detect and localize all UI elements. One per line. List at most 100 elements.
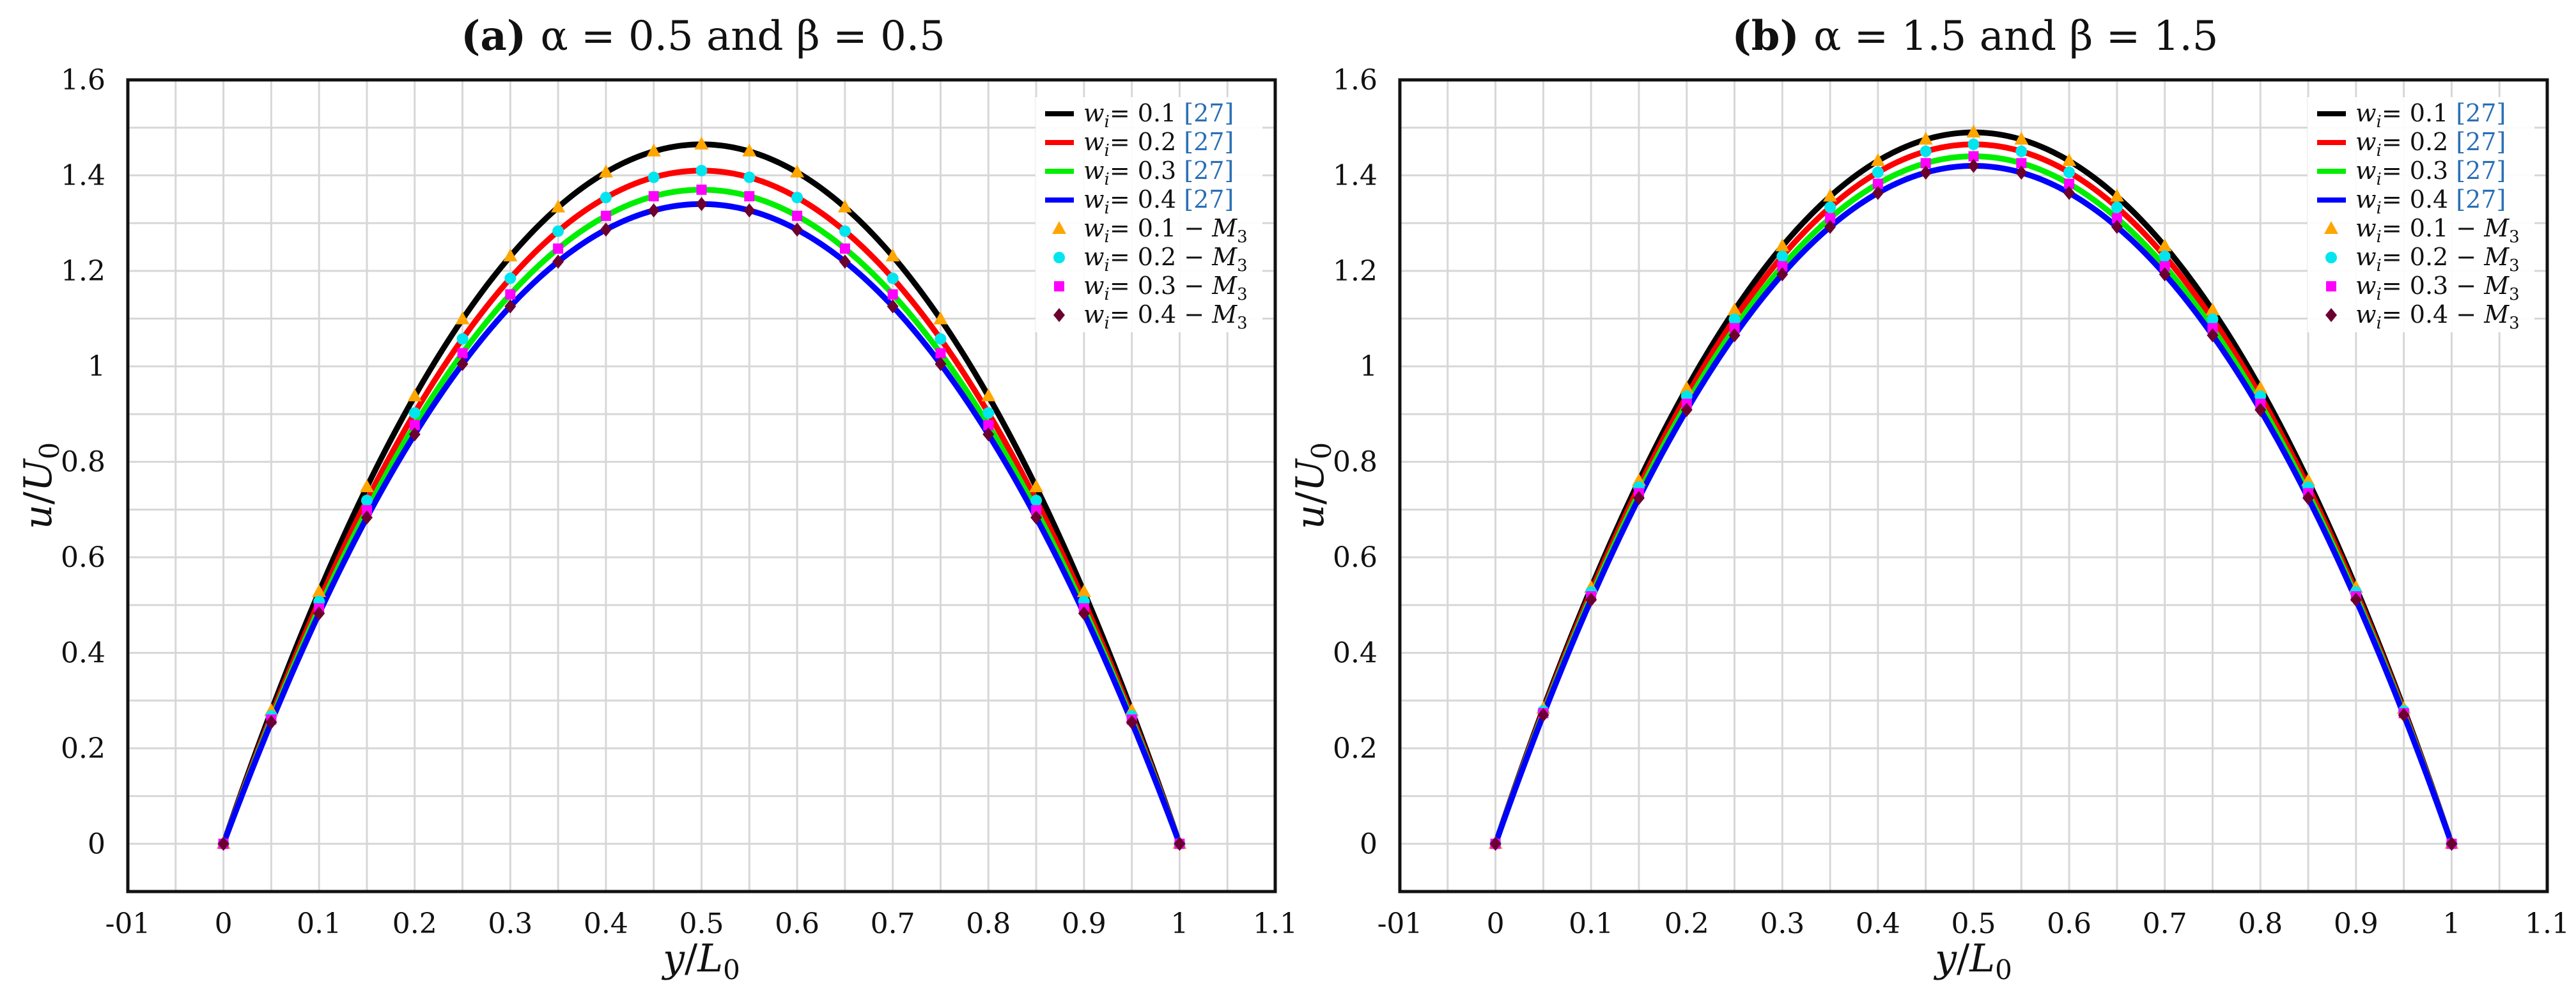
data-point-triangle — [694, 136, 709, 150]
data-point-square — [1825, 213, 1836, 224]
x-tick-label: 0.2 — [1664, 908, 1709, 940]
x-tick-labels: -01 0 0.1 0.2 0.3 0.4 0.5 0.6 0.7 0.8 0.9 1 1.1 — [105, 908, 1298, 940]
data-point-triangle — [407, 388, 422, 401]
legend-box — [1036, 97, 1262, 332]
data-point-diamond — [2111, 219, 2123, 234]
y-tick-label: 0.4 — [61, 637, 105, 669]
data-point-square — [983, 420, 994, 431]
legend-swatch-diamond — [1053, 308, 1065, 322]
data-point-square — [2064, 178, 2075, 189]
legend-entry: wi= 0.4 [27] — [1083, 185, 1234, 218]
y-tick-label: 1 — [1360, 350, 1377, 383]
data-point-diamond — [935, 357, 947, 371]
legend-entry: wi= 0.3 [27] — [1083, 157, 1234, 189]
data-point-triangle — [1029, 479, 1044, 493]
legend-entry: wi= 0.2 − M3 — [1083, 243, 1248, 275]
data-point-circle — [1824, 201, 1836, 213]
legend-swatch-square — [2326, 281, 2336, 291]
data-point-diamond — [1776, 267, 1788, 282]
data-point-square — [505, 289, 516, 300]
legend-entry: wi= 0.4 − M3 — [1083, 300, 1248, 333]
data-point-diamond — [1126, 715, 1138, 730]
data-point-triangle — [2014, 132, 2029, 145]
data-point-diamond — [456, 357, 469, 371]
data-point-diamond — [361, 510, 373, 525]
x-tick-label: 0.1 — [1569, 908, 1613, 940]
legend-entry: wi= 0.2 − M3 — [2355, 243, 2520, 275]
data-point-circle — [695, 164, 708, 176]
data-point-circle — [1728, 313, 1741, 325]
data-point-circle — [504, 272, 516, 284]
data-point-square — [2207, 323, 2218, 334]
plot-frame — [1398, 78, 2549, 893]
data-point-triangle — [1076, 584, 1091, 598]
data-point-diamond — [2015, 166, 2028, 180]
legend: wi= 0.1 [27]wi= 0.2 [27]wi= 0.3 [27]wi= … — [1036, 97, 1262, 333]
chart-title: (b) α = 1.5 and β = 1.5 — [1732, 12, 2218, 60]
x-tick-label: 1 — [1170, 908, 1188, 940]
data-point-square — [409, 420, 420, 431]
data-point-diamond — [1174, 837, 1186, 851]
series-markers — [1488, 125, 2459, 851]
legend-swatch-circle — [2325, 252, 2337, 263]
data-point-diamond — [1030, 510, 1043, 525]
y-tick-label: 1.6 — [61, 64, 105, 97]
x-tick-label: 0.9 — [2334, 908, 2378, 940]
data-point-triangle — [646, 143, 661, 157]
legend-entry: wi= 0.1 − M3 — [2355, 214, 2520, 247]
plot-frame — [126, 78, 1277, 893]
data-point-diamond — [1824, 219, 1836, 234]
x-tick-label: 0.9 — [1062, 908, 1106, 940]
data-point-circle — [648, 171, 660, 183]
data-point-diamond — [1920, 166, 1932, 180]
legend-entry: wi= 0.3 − M3 — [1083, 272, 1248, 304]
data-point-diamond — [408, 427, 421, 442]
data-point-diamond — [2398, 707, 2410, 722]
data-point-diamond — [791, 222, 803, 237]
x-tick-label: 0.5 — [679, 908, 724, 940]
data-point-diamond — [1872, 185, 1884, 200]
chart-title: (a) α = 0.5 and β = 0.5 — [461, 12, 945, 60]
data-point-circle — [408, 407, 421, 419]
data-point-triangle — [885, 248, 900, 261]
data-point-triangle — [598, 164, 613, 178]
y-axis-label: u/U0 — [1288, 442, 1337, 529]
data-point-triangle — [1679, 380, 1694, 394]
legend-swatch-square — [1054, 281, 1064, 291]
data-point-circle — [839, 225, 851, 237]
chart-panel-b: -01 0 0.1 0.2 0.3 0.4 0.5 0.6 0.7 0.8 0.9 1 1.100.20… — [1288, 12, 2570, 985]
y-tick-label: 0.2 — [1333, 732, 1377, 765]
data-point-square — [1968, 151, 1979, 162]
data-point-circle — [2015, 145, 2028, 157]
data-point-triangle — [790, 164, 805, 178]
data-point-triangle — [551, 199, 566, 213]
x-tick-label: 0.6 — [2047, 908, 2091, 940]
y-tick-label: 0 — [88, 828, 105, 860]
legend-swatch-circle — [1053, 252, 1065, 263]
data-point-circle — [2159, 250, 2171, 262]
legend-box — [2308, 97, 2534, 332]
data-point-circle — [600, 192, 612, 204]
data-point-triangle — [503, 248, 518, 261]
data-point-diamond — [1078, 606, 1090, 621]
data-point-diamond — [1680, 403, 1693, 417]
data-point-triangle — [981, 388, 996, 401]
y-tick-label: 0 — [1360, 828, 1377, 860]
data-point-circle — [1872, 166, 1884, 178]
y-tick-label: 0.6 — [1333, 541, 1377, 574]
x-tick-label: 0.5 — [1951, 908, 1996, 940]
data-point-diamond — [982, 427, 995, 442]
data-point-triangle — [2157, 238, 2172, 252]
legend-entry: wi= 0.3 − M3 — [2355, 272, 2520, 304]
data-point-circle — [361, 495, 373, 507]
x-tick-label: 0 — [1487, 908, 1505, 940]
data-point-diamond — [217, 837, 229, 851]
x-tick-label: 0.3 — [1760, 908, 1804, 940]
x-tick-label: 1 — [2442, 908, 2460, 940]
data-point-square — [744, 191, 755, 202]
data-point-diamond — [648, 203, 660, 218]
data-point-triangle — [2109, 189, 2124, 202]
x-tick-label: -01 — [105, 908, 151, 940]
data-point-circle — [982, 407, 995, 419]
data-point-diamond — [265, 715, 277, 730]
